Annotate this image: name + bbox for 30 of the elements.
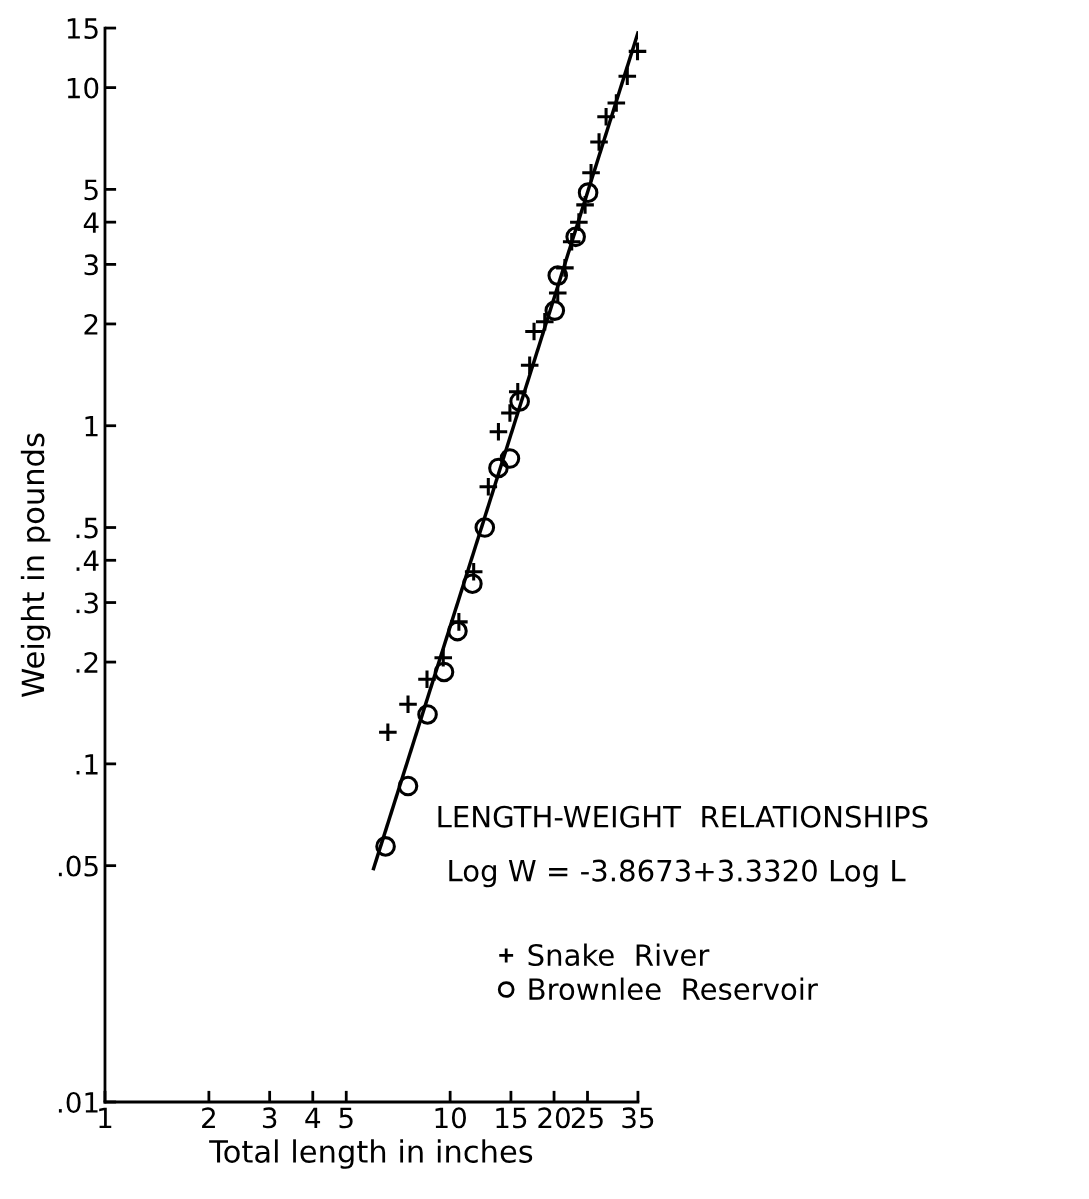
y-tick-label: .05 (58, 855, 98, 877)
y-tick-label: 2 (84, 313, 98, 335)
x-tick-label: 20 (538, 1107, 570, 1129)
x-tick-label: 10 (435, 1107, 466, 1129)
y-tick-label: .01 (58, 1091, 98, 1113)
x-tick-label: 15 (496, 1107, 527, 1129)
y-tick-label: .3 (76, 592, 98, 614)
y-tick-label: 15 (67, 18, 98, 39)
legend-label: Brownlee Reservoir (529, 977, 818, 1001)
x-tick-label: 25 (571, 1107, 603, 1129)
y-tick-label: 5 (84, 179, 98, 201)
x-axis-title: Total length in inches (209, 1139, 533, 1169)
y-tick-label: 1 (85, 416, 98, 437)
x-tick-label: 2 (202, 1107, 215, 1128)
x-tick-label: 1 (99, 1107, 112, 1128)
y-tick-label: .4 (76, 550, 99, 571)
annotation: LENGTH-WEIGHT RELATIONSHIPS (438, 805, 928, 828)
y-tick-label: .5 (76, 517, 98, 539)
annotation: Log W = -3.8673+3.3320 Log L (449, 859, 906, 888)
x-tick-label: 3 (262, 1107, 277, 1129)
y-tick-label: 4 (83, 212, 99, 233)
legend-label: Snake River (528, 943, 710, 967)
y-tick-label: .1 (76, 754, 98, 775)
y-tick-label: 10 (67, 77, 99, 99)
y-axis-title: Weight in pounds (20, 433, 51, 697)
y-tick-label: 3 (84, 254, 98, 276)
x-tick-label: 4 (305, 1107, 321, 1128)
y-tick-label: .2 (76, 652, 98, 673)
x-tick-label: 5 (339, 1107, 353, 1129)
x-tick-label: 35 (622, 1107, 654, 1129)
